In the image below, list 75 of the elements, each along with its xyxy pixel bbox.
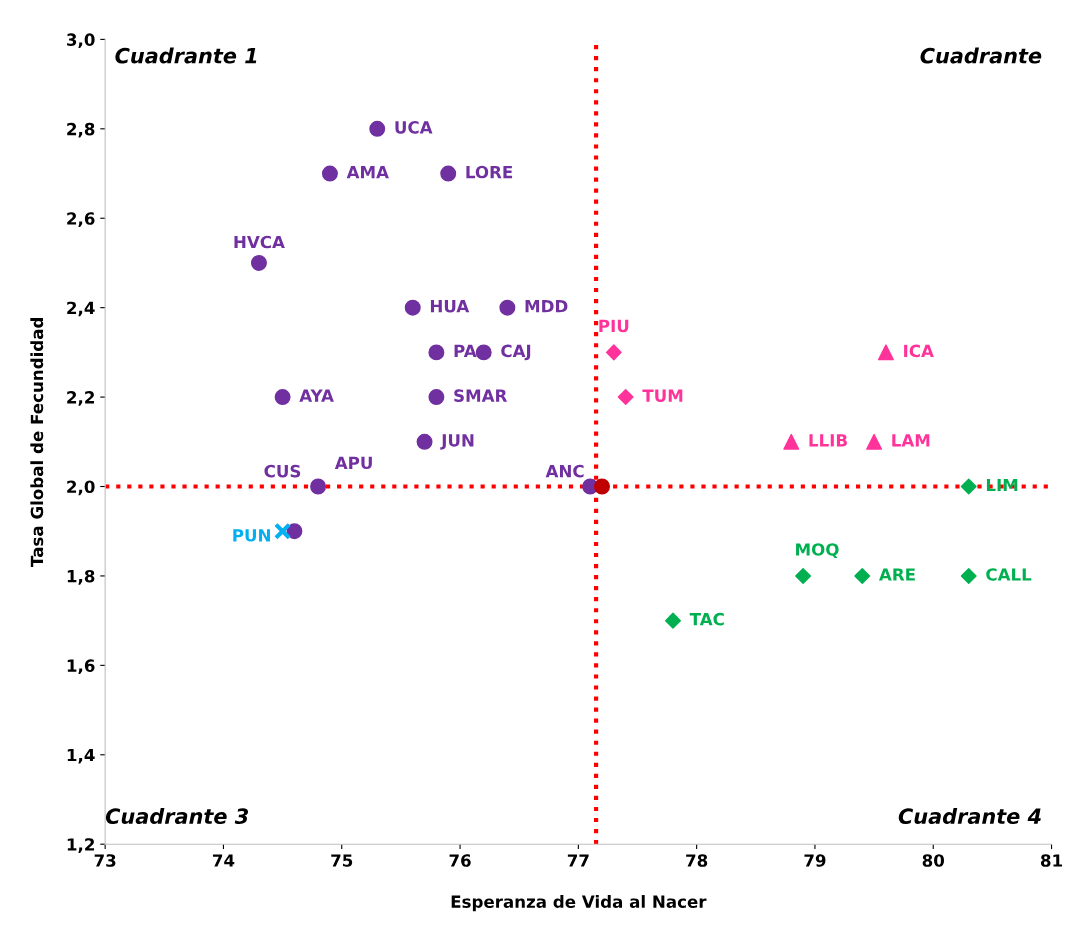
- y-tick-label: 2,0: [67, 480, 95, 496]
- annotation: LAM: [892, 434, 930, 447]
- point: [416, 433, 433, 450]
- annotation: LLIB: [809, 434, 847, 447]
- annotation: UCA: [395, 121, 433, 134]
- point: [273, 522, 292, 540]
- point: [499, 299, 516, 316]
- y-tick-label: 1,6: [67, 659, 95, 675]
- annotation: HUA: [430, 300, 470, 313]
- point: [369, 120, 386, 137]
- annotation: MDD: [525, 300, 568, 313]
- point: [877, 344, 894, 361]
- annotation: SMAR: [454, 389, 508, 402]
- y-axis-title: Tasa Global de Fecundidad: [30, 318, 44, 567]
- x-tick-label: 77: [567, 854, 589, 867]
- y-tick-label: 2,8: [67, 122, 95, 138]
- annotation: PA: [454, 344, 477, 357]
- point: [617, 389, 634, 406]
- annotation: ARE: [879, 568, 915, 581]
- point: [428, 389, 445, 406]
- point: [594, 478, 610, 495]
- annotation: Cuadrante: [920, 47, 1042, 64]
- point: [475, 344, 492, 361]
- annotation: CALL: [986, 568, 1032, 581]
- x-axis-title: Esperanza de Vida al Nacer: [451, 895, 707, 912]
- y-tick-label: 1,2: [67, 838, 94, 853]
- x-tick-label: 76: [449, 854, 471, 867]
- point: [428, 344, 445, 361]
- x-tick-label: 74: [212, 854, 235, 867]
- annotation: Cuadrante 4: [898, 807, 1041, 825]
- point: [960, 567, 977, 584]
- annotation: Cuadrante 1: [115, 47, 257, 64]
- annotation: AYA: [299, 389, 334, 402]
- annotation: PIU: [599, 319, 629, 333]
- y-tick-label: 2,4: [67, 301, 95, 317]
- point: [795, 567, 812, 584]
- point: [665, 612, 681, 629]
- point: [960, 478, 977, 495]
- point: [310, 478, 327, 495]
- x-tick-label: 80: [922, 854, 945, 867]
- point: [854, 567, 871, 584]
- annotation: LORE: [466, 165, 513, 179]
- x-tick-label: 79: [804, 854, 826, 867]
- annotation: PUN: [233, 529, 270, 542]
- y-tick-label: 2,6: [67, 212, 95, 227]
- point: [605, 344, 622, 361]
- annotation: ICA: [904, 344, 934, 358]
- annotation: TAC: [689, 612, 724, 626]
- x-tick-label: 78: [686, 854, 708, 867]
- point: [404, 299, 421, 316]
- y-tick-label: 3,0: [67, 33, 95, 49]
- annotation: TUM: [642, 389, 683, 402]
- annotation: ANC: [545, 464, 584, 478]
- point: [274, 389, 291, 406]
- annotation: APU: [334, 456, 372, 470]
- annotation: JUN: [440, 434, 474, 450]
- annotation: HVCA: [234, 235, 285, 249]
- annotation: LIM: [986, 478, 1018, 492]
- point: [866, 433, 883, 450]
- x-tick-label: 81: [1040, 854, 1062, 867]
- annotation: CUS: [264, 464, 301, 478]
- y-tick-label: 1,8: [67, 569, 95, 585]
- annotation: Cuadrante 3: [105, 807, 249, 825]
- point: [250, 254, 267, 271]
- point: [321, 165, 338, 182]
- point: [286, 523, 303, 540]
- x-tick-label: 75: [331, 854, 353, 867]
- annotation: CAJ: [501, 344, 531, 361]
- point: [440, 165, 457, 182]
- y-tick-label: 2,2: [67, 391, 94, 406]
- annotation: AMA: [346, 165, 389, 179]
- point: [783, 433, 800, 450]
- x-tick-label: 73: [94, 854, 116, 867]
- y-tick-label: 1,4: [67, 748, 95, 764]
- annotation: MOQ: [796, 543, 839, 558]
